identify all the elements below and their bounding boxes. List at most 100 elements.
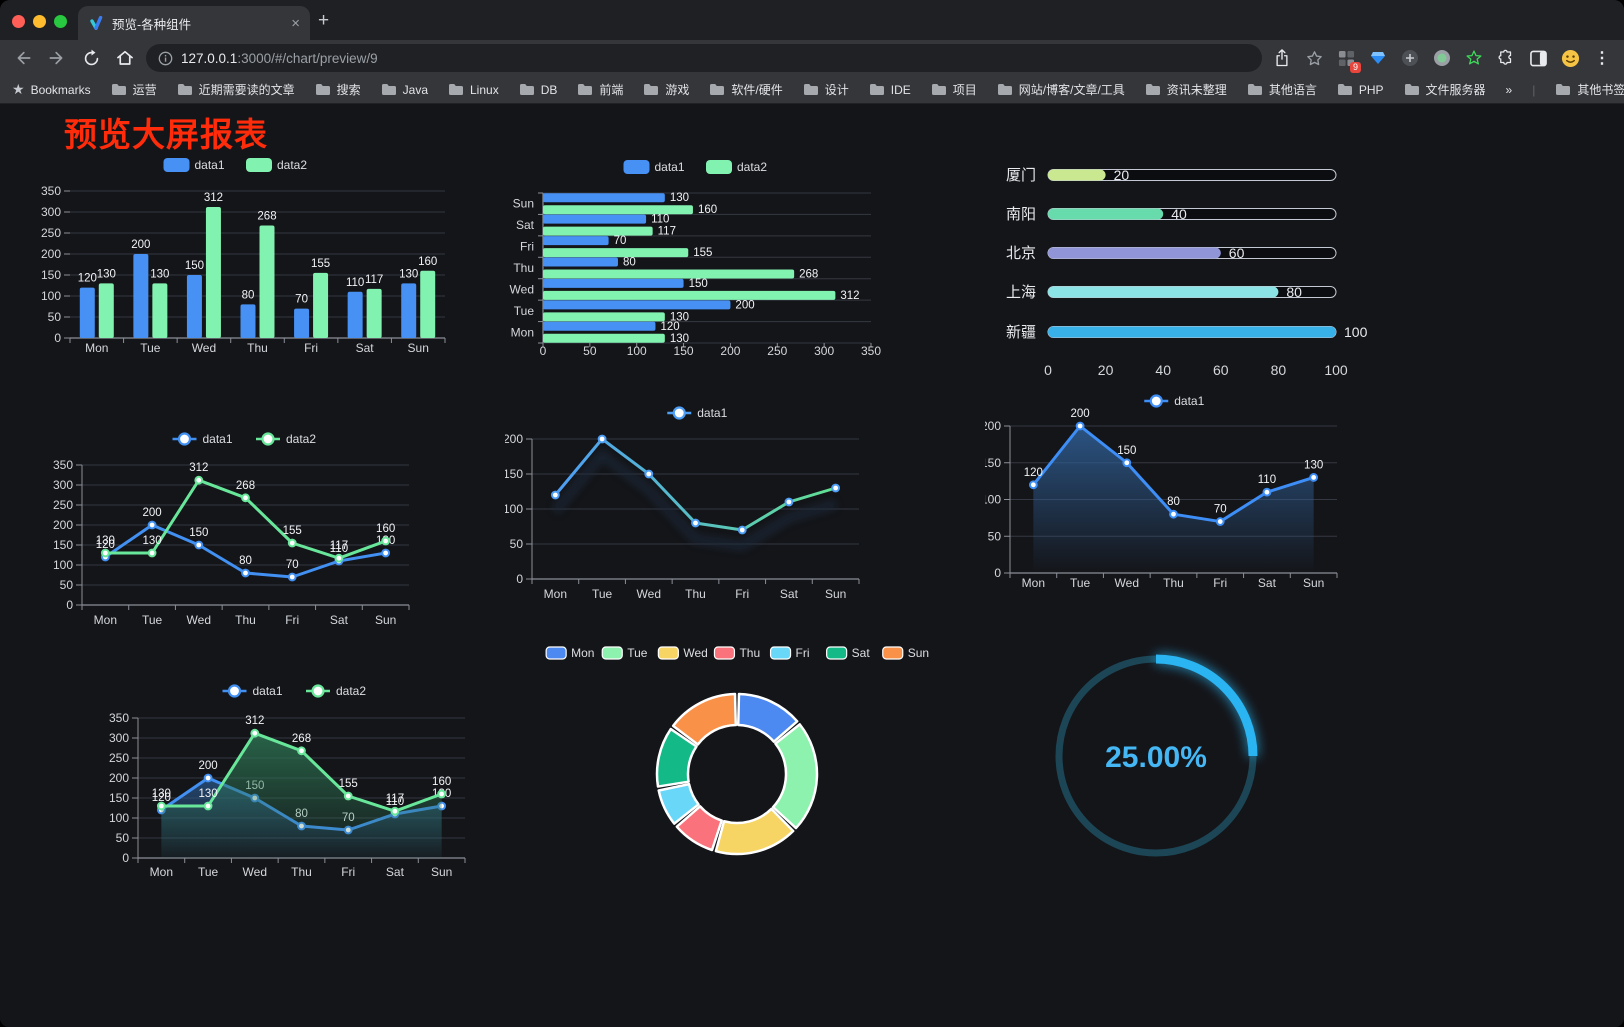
x-axis-tick: 40 <box>1155 362 1171 378</box>
legend-item-data1[interactable]: data1 <box>1144 394 1205 408</box>
chart-line-two-series: data1 data2 0 50 100 150 200 250 300 350 Mon Tue Wed… <box>50 426 418 631</box>
forward-icon[interactable] <box>44 45 70 71</box>
bookmark-folder-资讯未整理[interactable]: 资讯未整理 <box>1145 81 1227 98</box>
site-info-icon[interactable] <box>158 51 173 66</box>
bookmark-folder-IDE[interactable]: IDE <box>869 83 911 97</box>
url-host: 127.0.0.1 <box>181 50 238 66</box>
point-value-label: 117 <box>330 540 348 552</box>
y-axis-tick: 200 <box>985 419 1001 433</box>
side-panel-icon[interactable] <box>1526 46 1550 70</box>
bookmark-folder-Java[interactable]: Java <box>381 83 428 97</box>
other-bookmarks[interactable]: 其他书签 <box>1555 81 1624 98</box>
legend-item-Sat[interactable]: Sat <box>826 646 871 660</box>
chart-bar-horizontal: data1 data2 Sun 130 160 Sat 110 117 Fri 70 155 Thu 8… <box>495 153 895 367</box>
y-axis-tick: 250 <box>109 751 129 765</box>
legend-item-Mon[interactable]: Mon <box>545 646 594 660</box>
back-icon[interactable] <box>10 45 36 71</box>
bookmark-folder-网站/博客/文章/工具[interactable]: 网站/博客/文章/工具 <box>997 81 1125 98</box>
bookmark-folder-设计[interactable]: 设计 <box>803 81 849 98</box>
legend-item-data1[interactable]: data1 <box>172 432 233 446</box>
chart-line-area: data1 0 50 100 150 200 Mon Tue Wed Thu Fri Sat Sun 12… <box>981 391 1350 594</box>
area-data1 <box>1033 426 1314 573</box>
bookmark-folder-Linux[interactable]: Linux <box>448 83 499 97</box>
bookmark-folder-前端[interactable]: 前端 <box>577 81 623 98</box>
point-value-label: 117 <box>386 793 404 805</box>
bookmarks-overflow-chevron[interactable]: » <box>1505 82 1513 97</box>
browser-toolbar: 127.0.0.1:3000/#/chart/preview/9 9 <box>0 40 1624 76</box>
bookmark-star-icon[interactable] <box>1302 46 1326 70</box>
legend-item-data2[interactable]: data2 <box>246 158 307 172</box>
y-axis-tick: 0 <box>994 566 1001 580</box>
progress-value: 100 <box>1344 324 1368 340</box>
folder-icon <box>644 84 659 95</box>
extension-gem-icon[interactable] <box>1366 46 1390 70</box>
legend-item-data1[interactable]: data1 <box>667 406 728 420</box>
url-path: :3000/#/chart/preview/9 <box>237 50 378 66</box>
bookmark-folder-其他语言[interactable]: 其他语言 <box>1247 81 1317 98</box>
legend-item-data1[interactable]: data1 <box>623 160 685 174</box>
progress-row-厦门: 厦门 20 <box>1006 167 1337 184</box>
legend-item-Thu[interactable]: Thu <box>713 646 760 660</box>
legend-item-data1[interactable]: data1 <box>163 158 225 172</box>
bar-value-label: 130 <box>670 192 689 204</box>
home-icon[interactable] <box>112 45 138 71</box>
y-axis-label: Mon <box>511 325 534 339</box>
point-value-label: 130 <box>198 788 217 800</box>
bar-value-label: 70 <box>295 294 308 306</box>
reload-icon[interactable] <box>78 45 104 71</box>
minimize-window-button[interactable] <box>33 15 46 28</box>
x-axis-label: Tue <box>198 865 219 879</box>
folder-icon <box>578 84 593 95</box>
bookmarks-root[interactable]: ★ Bookmarks <box>12 81 91 98</box>
point-value-label: 130 <box>96 535 115 547</box>
close-window-button[interactable] <box>12 15 25 28</box>
tab-close-icon[interactable]: × <box>291 14 300 32</box>
bookmark-folder-PHP[interactable]: PHP <box>1337 83 1384 97</box>
browser-menu-icon[interactable]: ⋮ <box>1594 50 1610 67</box>
gauge-progress <box>1155 654 1258 757</box>
legend-item-Fri[interactable]: Fri <box>769 646 810 660</box>
legend-item-data2[interactable]: data2 <box>706 160 767 174</box>
point-value-label: 150 <box>1117 445 1136 457</box>
point-value-label: 268 <box>292 733 311 745</box>
bookmark-folder-软件/硬件[interactable]: 软件/硬件 <box>709 81 783 98</box>
profile-avatar-icon[interactable] <box>1558 46 1582 70</box>
x-axis-label: Tue <box>142 613 163 627</box>
legend-item-Wed[interactable]: Wed <box>657 646 708 660</box>
x-axis-tick: 0 <box>1044 362 1052 378</box>
progress-row-北京: 北京 60 <box>1006 245 1337 262</box>
bar-value-label: 80 <box>242 289 255 301</box>
point-value-label: 130 <box>1304 459 1323 471</box>
bookmark-folder-项目[interactable]: 项目 <box>931 81 977 98</box>
legend-label: data1 <box>655 160 685 174</box>
new-tab-button[interactable]: + <box>318 10 330 31</box>
extension-green-circle-icon[interactable] <box>1430 46 1454 70</box>
bookmark-folder-搜索[interactable]: 搜索 <box>315 81 361 98</box>
legend-item-data1[interactable]: data1 <box>222 684 283 698</box>
y-axis-tick: 300 <box>109 731 129 745</box>
x-axis-label: Thu <box>235 613 256 627</box>
legend-item-Sun[interactable]: Sun <box>882 646 929 660</box>
extension-green-star-icon[interactable] <box>1462 46 1486 70</box>
y-axis-tick: 150 <box>53 538 73 552</box>
legend-item-data2[interactable]: data2 <box>306 684 366 698</box>
address-bar[interactable]: 127.0.0.1:3000/#/chart/preview/9 <box>146 44 1262 72</box>
y-axis-tick: 200 <box>53 518 73 532</box>
legend-item-Tue[interactable]: Tue <box>601 646 648 660</box>
browser-tab[interactable]: 预览-各种组件 × <box>78 6 310 40</box>
extensions-puzzle-icon[interactable] <box>1494 46 1518 70</box>
bookmark-folder-DB[interactable]: DB <box>519 83 557 97</box>
bookmark-folder-近期需要读的文章[interactable]: 近期需要读的文章 <box>177 81 295 98</box>
share-icon[interactable] <box>1270 46 1294 70</box>
legend-item-data2[interactable]: data2 <box>256 432 316 446</box>
bookmark-folder-文件服务器[interactable]: 文件服务器 <box>1404 81 1486 98</box>
y-axis-tick: 300 <box>41 205 61 219</box>
page-title: 预览大屏报表 <box>64 116 268 153</box>
extension-dark-circle-icon[interactable] <box>1398 46 1422 70</box>
bookmark-folder-运营[interactable]: 运营 <box>111 81 157 98</box>
bookmark-folder-游戏[interactable]: 游戏 <box>643 81 689 98</box>
y-axis-tick: 50 <box>48 310 62 324</box>
x-axis-label: Sat <box>386 865 405 879</box>
extension-blocks-icon[interactable]: 9 <box>1334 46 1361 73</box>
zoom-window-button[interactable] <box>54 15 67 28</box>
